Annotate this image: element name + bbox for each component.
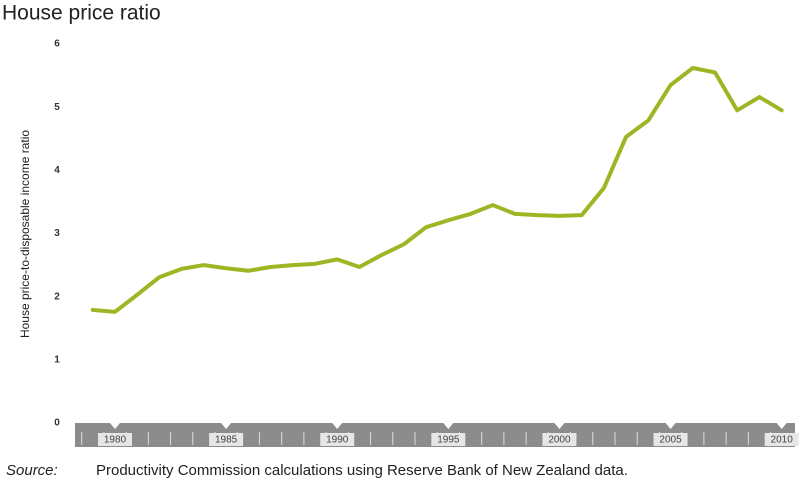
x-tick-mark <box>221 423 232 429</box>
x-tick-box <box>542 433 577 446</box>
y-tick-label: 6 <box>54 39 60 50</box>
source-text: Productivity Commission calculations usi… <box>96 462 628 479</box>
y-tick-label: 4 <box>54 165 60 176</box>
data-line <box>90 66 784 314</box>
y-tick-label: 1 <box>54 354 60 365</box>
x-tick-box <box>320 433 355 446</box>
x-tick-mark <box>776 423 787 429</box>
y-tick-label: 2 <box>54 291 60 302</box>
y-tick-label: 0 <box>54 418 60 429</box>
x-tick-label: 1980 <box>104 435 127 446</box>
x-tick-label: 2005 <box>659 435 682 446</box>
x-tick-mark <box>110 423 120 429</box>
x-tick-label: 2010 <box>771 435 794 446</box>
y-tick-label: 3 <box>54 228 60 239</box>
x-tick-mark <box>443 423 454 429</box>
x-tick-mark <box>665 423 676 429</box>
x-tick-label: 2000 <box>548 435 571 446</box>
x-tick-mark <box>554 423 565 429</box>
chart-title: House price ratio <box>2 2 161 25</box>
x-tick-box <box>653 433 688 446</box>
y-axis-label: House price-to-disposable income ratio <box>18 130 32 338</box>
x-tick-box <box>209 433 244 446</box>
y-tick-label: 5 <box>54 102 60 113</box>
x-tick-label: 1990 <box>326 435 349 446</box>
x-tick-label: 1985 <box>215 435 238 446</box>
x-tick-box <box>764 433 799 446</box>
x-tick-label: 1995 <box>437 435 460 446</box>
x-tick-box <box>431 433 466 446</box>
source-label: Source: <box>6 462 58 479</box>
x-tick-box <box>98 433 132 446</box>
x-tick-mark <box>332 423 343 429</box>
